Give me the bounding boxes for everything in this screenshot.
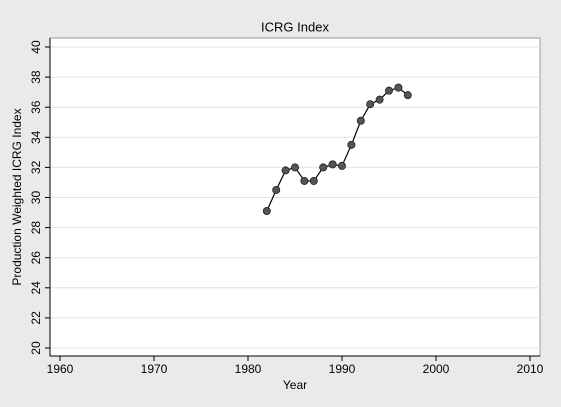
y-tick-label: 26 bbox=[29, 251, 43, 265]
data-point bbox=[403, 91, 412, 100]
data-point bbox=[290, 163, 299, 172]
chart-title: ICRG Index bbox=[261, 19, 329, 34]
y-tick-label: 40 bbox=[29, 40, 43, 54]
data-point bbox=[347, 140, 356, 149]
data-point bbox=[328, 160, 337, 169]
data-point bbox=[262, 207, 271, 216]
y-tick-label: 28 bbox=[29, 221, 43, 235]
data-point bbox=[272, 185, 281, 194]
x-tick-label: 1980 bbox=[235, 362, 262, 376]
x-tick-label: 2010 bbox=[517, 362, 544, 376]
y-tick-label: 30 bbox=[29, 191, 43, 205]
data-point bbox=[300, 176, 309, 185]
data-point bbox=[375, 95, 384, 104]
data-point bbox=[337, 161, 346, 170]
x-tick-label: 1970 bbox=[141, 362, 168, 376]
y-tick-label: 34 bbox=[29, 130, 43, 144]
data-point bbox=[281, 166, 290, 175]
x-tick-label: 1960 bbox=[47, 362, 74, 376]
y-tick-label: 22 bbox=[29, 311, 43, 325]
x-axis-label: Year bbox=[283, 378, 307, 392]
series-line bbox=[266, 86, 409, 212]
y-tick-label: 36 bbox=[29, 100, 43, 114]
data-point bbox=[384, 86, 393, 95]
data-point bbox=[356, 116, 365, 125]
y-tick-label: 24 bbox=[29, 281, 43, 295]
data-point bbox=[366, 100, 375, 109]
y-tick-label: 38 bbox=[29, 70, 43, 84]
x-tick-label: 1990 bbox=[329, 362, 356, 376]
y-tick-label: 32 bbox=[29, 160, 43, 174]
y-axis-label: Production Weighted ICRG Index bbox=[10, 108, 24, 285]
data-point bbox=[319, 163, 328, 172]
y-tick-label: 20 bbox=[29, 341, 43, 355]
x-tick-label: 2000 bbox=[423, 362, 450, 376]
data-point bbox=[394, 83, 403, 92]
data-point bbox=[309, 176, 318, 185]
